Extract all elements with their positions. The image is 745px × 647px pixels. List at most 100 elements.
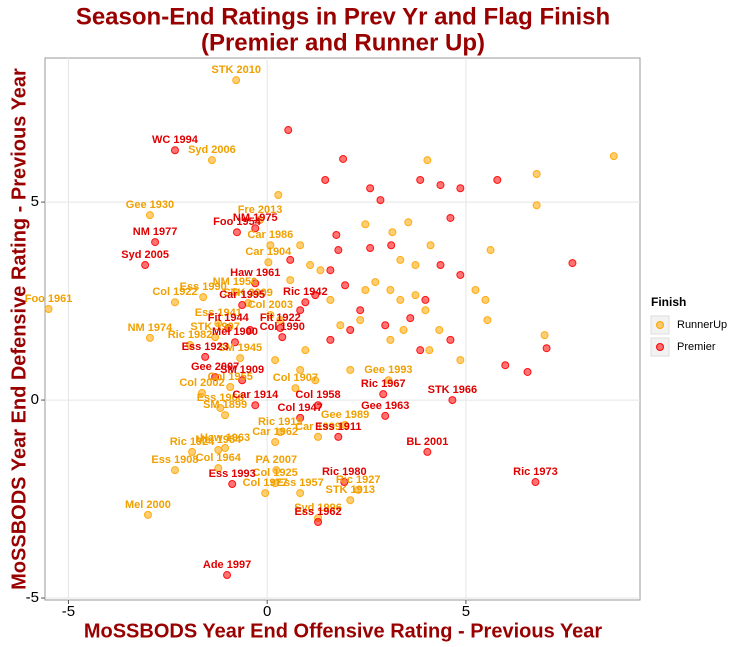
point [396, 295, 405, 304]
point-label: Col 1958 [295, 389, 340, 401]
point [266, 241, 275, 250]
point [311, 291, 320, 300]
point-label: Ess 1962 [295, 506, 342, 518]
point-label: Car 1962 [252, 426, 298, 438]
point [236, 354, 245, 363]
point [481, 295, 490, 304]
point [456, 270, 465, 279]
point [286, 255, 295, 264]
point [216, 403, 225, 412]
point [271, 438, 280, 447]
grid: -5 0 5 -5 0 5 [26, 58, 640, 620]
point [276, 428, 285, 437]
point-label: Gee 1993 [364, 364, 412, 376]
x-axis-title: MoSSBODS Year End Offensive Rating - Pre… [84, 620, 603, 642]
point [406, 314, 415, 323]
point-label: Gee 1930 [126, 199, 174, 211]
point [471, 286, 480, 295]
point [486, 246, 495, 255]
point [411, 261, 420, 270]
point [421, 295, 430, 304]
point-label: Syd 2005 [121, 249, 169, 261]
point [266, 310, 275, 319]
point [379, 390, 388, 399]
point-label: NM 1975 [233, 212, 278, 224]
point-label: Car 1999 [295, 421, 341, 433]
point [276, 316, 285, 325]
y-tick-label: 5 [31, 193, 39, 210]
point [230, 338, 239, 347]
point [251, 401, 260, 410]
point [326, 266, 335, 275]
legend-label: Premier [677, 341, 716, 353]
point [609, 152, 618, 161]
point [44, 305, 53, 314]
point [334, 432, 343, 441]
point [274, 190, 283, 199]
y-tick-label: -5 [26, 589, 39, 606]
point [291, 384, 300, 393]
point-label: Ess 1990 [180, 281, 227, 293]
point [436, 181, 445, 190]
point-label: Col 2003 [248, 299, 293, 311]
point-label: Foo 1954 [213, 216, 262, 228]
point [314, 518, 323, 527]
point [421, 306, 430, 315]
point [286, 276, 295, 285]
point [396, 255, 405, 264]
legend-symbol [656, 321, 664, 329]
point [284, 126, 293, 135]
point-label: Mel 2000 [125, 499, 171, 511]
point [446, 335, 455, 344]
point [448, 396, 457, 405]
point [326, 335, 335, 344]
point [251, 224, 260, 233]
point [326, 295, 335, 304]
legend-symbol [656, 343, 664, 351]
point [336, 321, 345, 330]
point-label: Col 1964 [196, 452, 242, 464]
point-label: STK 1997 [190, 321, 240, 333]
point [501, 361, 510, 370]
point [271, 356, 280, 365]
point [296, 489, 305, 498]
point-label: Gee 1963 [361, 400, 409, 412]
point [446, 213, 455, 222]
point [334, 246, 343, 255]
point [361, 220, 370, 229]
point [296, 413, 305, 422]
point-label: Ess 1923 [182, 341, 229, 353]
point-label: Ric 1924 [170, 436, 216, 448]
y-tick-label: 0 [31, 391, 39, 408]
point [568, 259, 577, 268]
point [404, 218, 413, 227]
point [197, 388, 206, 397]
x-tick-label: 5 [462, 603, 470, 620]
point-label: STK 1966 [428, 384, 478, 396]
x-tick-label: 0 [263, 603, 271, 620]
point [199, 293, 208, 302]
point-label: Haw 1961 [230, 267, 280, 279]
point [278, 333, 287, 342]
point [340, 478, 349, 487]
point [151, 238, 160, 247]
point-label: Gee 2007 [191, 361, 239, 373]
point [532, 170, 541, 179]
point-label: Col 2002 [179, 377, 224, 389]
point [211, 373, 220, 382]
point-label: NM 1977 [133, 226, 178, 238]
point [346, 496, 355, 505]
point-label: Col 1955 [208, 371, 253, 383]
point [542, 344, 551, 353]
point-label: Ric 1982 [168, 329, 213, 341]
point-label: Car 1986 [247, 229, 293, 241]
point-label: Ric 1942 [283, 286, 328, 298]
point [376, 196, 385, 205]
point [314, 401, 323, 410]
point [399, 325, 408, 334]
point [456, 184, 465, 193]
point [425, 346, 434, 355]
point [384, 376, 393, 385]
point-label: Col 1907 [273, 372, 318, 384]
